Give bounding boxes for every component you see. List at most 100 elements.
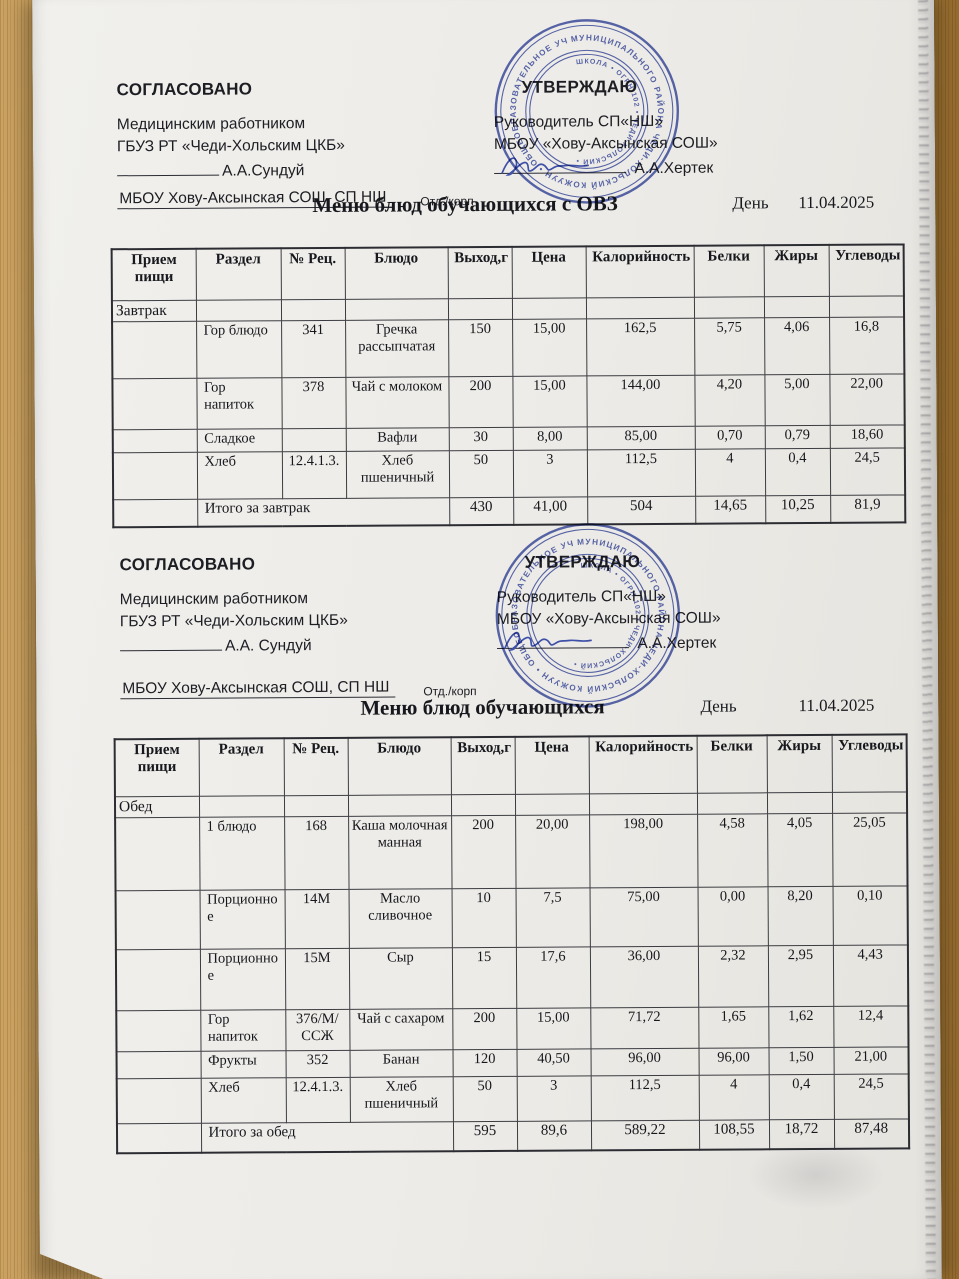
table-cell: 0,10	[833, 886, 908, 945]
table-cell	[117, 1123, 201, 1153]
agreed-line1: Медицинским работником	[116, 115, 306, 134]
table-cell: 0,00	[698, 887, 768, 946]
table-cell: Порционное	[200, 890, 285, 950]
table-row: Порционное 15М Сыр 15 17,6 36,00 2,32 2,95 4,43	[116, 945, 908, 1011]
table-cell: 89,6	[517, 1121, 591, 1151]
column-header: Прием пищи	[112, 249, 196, 301]
table-cell	[515, 794, 589, 815]
agreed-block: СОГЛАСОВАНО Медицинским работником ГБУЗ …	[117, 78, 490, 210]
table-cell: 144,00	[586, 375, 694, 427]
table-cell	[112, 321, 196, 379]
table-cell: 87,48	[834, 1119, 909, 1149]
approve-block: УТВЕРЖДАЮ Руководитель СП«НШ» МБОУ «Хову…	[496, 551, 877, 657]
column-header: Калорийность	[589, 736, 697, 794]
column-header: Блюдо	[348, 737, 451, 795]
table-cell: 25,05	[832, 813, 907, 886]
table-cell: 81,9	[830, 495, 905, 523]
table-cell: 108,55	[699, 1120, 769, 1150]
table-cell: 168	[284, 816, 348, 889]
table-row: 1 блюдо 168 Каша молочная манная 200 20,00 19…	[115, 813, 907, 891]
table-cell: 30	[449, 427, 513, 450]
table-cell: 4	[695, 449, 765, 496]
table-cell: 1,50	[769, 1047, 834, 1074]
table-row: Порционное 14М Масло сливочное 10 7,5 75,00 0,…	[116, 886, 908, 950]
table-cell: 5,75	[694, 318, 764, 375]
table-cell	[117, 1078, 201, 1124]
table-cell: Гор напиток	[200, 1010, 285, 1052]
column-header: Прием пищи	[115, 739, 199, 797]
table-cell: 96,00	[699, 1048, 769, 1075]
table-cell: 15,00	[516, 1008, 590, 1049]
table-cell	[115, 817, 199, 891]
table-cell	[697, 793, 767, 814]
round-stamp: МУНИЦИПАЛЬНОГО РАЙОНА ЧЕДИ-ХОЛЬСКИЙ КОЖУ…	[480, 508, 696, 724]
table-cell: 0,4	[769, 1074, 834, 1119]
approve-signature-line: А.А.Хертек	[494, 156, 874, 182]
table-row: Хлеб 12.4.1.3. Хлеб пшеничный 50 3 112,5 4 0,4 2…	[113, 448, 905, 500]
table-cell: 15	[452, 947, 516, 1008]
table-cell: 200	[451, 815, 515, 888]
column-header: № Рец.	[281, 248, 345, 300]
table-cell: 12.4.1.3.	[286, 1077, 350, 1122]
table-cell: 21,00	[834, 1047, 909, 1074]
table-cell: 14,65	[695, 496, 765, 524]
table-cell: 16,8	[829, 317, 904, 374]
table-cell: 352	[286, 1050, 350, 1077]
table-cell: Завтрак	[112, 300, 196, 322]
column-header: Белки	[697, 735, 767, 793]
day-label: День	[700, 696, 737, 716]
table-cell: 18,72	[769, 1119, 834, 1149]
table-cell: 10	[452, 888, 516, 947]
table-cell	[199, 796, 284, 818]
svg-text:МУНИЦИПАЛЬНОГО РАЙОНА ЧЕДИ-ХОЛ: МУНИЦИПАЛЬНОГО РАЙОНА ЧЕДИ-ХОЛЬСКИЙ КОЖУ…	[474, 0, 682, 211]
table-cell: 162,5	[586, 318, 694, 376]
agreed-block: СОГЛАСОВАНО Медицинским работником ГБУЗ …	[119, 553, 492, 700]
breakfast-menu-table: Прием пищи Раздел № Рец. Блюдо Выход,г Цена Ка…	[111, 243, 907, 528]
table-cell: 341	[281, 320, 345, 377]
menu-title-row-1: Меню блюд обучающихся с ОВЗ День 11.04.2…	[33, 189, 935, 225]
agreed-signature-line: А.А.Сундуй	[117, 158, 489, 183]
table-cell: 3	[513, 450, 587, 497]
table-row: Хлеб 12.4.1.3. Хлеб пшеничный 50 3 112,5 4 0,4 2…	[117, 1074, 909, 1124]
table-cell: 3	[517, 1076, 591, 1121]
column-header: Калорийность	[586, 246, 694, 298]
table-cell: 1 блюдо	[199, 817, 284, 891]
table-cell: 4	[699, 1075, 769, 1120]
table-cell: 2,95	[768, 945, 833, 1006]
table-cell	[348, 795, 451, 817]
table-cell: Хлеб	[201, 1078, 286, 1124]
table-cell: Сладкое	[197, 429, 282, 453]
signature-blank	[120, 636, 222, 652]
table-cell	[829, 296, 904, 317]
column-header: Жиры	[767, 735, 832, 793]
agreed-title: СОГЛАСОВАНО	[119, 554, 256, 575]
header-row: Прием пищи Раздел № Рец. Блюдо Выход,г Цена Ка…	[115, 734, 907, 796]
table-cell	[586, 297, 694, 319]
table-cell: 75,00	[590, 887, 698, 947]
table-cell: 112,5	[591, 1075, 699, 1121]
agreed-signatory: А.А.Сундуй	[222, 162, 305, 180]
table-cell: Каша молочная манная	[348, 816, 451, 890]
menu-title-row-2: Меню блюд обучающихся День 11.04.2025	[36, 692, 938, 728]
table-cell	[451, 794, 515, 815]
table-cell: 22,00	[829, 374, 904, 425]
header-row: Прием пищи Раздел № Рец. Блюдо Выход,г Цена Ка…	[112, 244, 904, 300]
round-stamp: МУНИЦИПАЛЬНОГО РАЙОНА ЧЕДИ-ХОЛЬСКИЙ КОЖУ…	[474, 0, 700, 225]
column-header: Раздел	[196, 248, 281, 300]
table-cell	[832, 792, 907, 813]
column-header: Блюдо	[345, 247, 448, 299]
column-header: Жиры	[764, 245, 829, 297]
table-cell: 10,25	[765, 495, 830, 523]
table-cell: 50	[453, 1076, 517, 1121]
table-cell: 595	[453, 1121, 517, 1151]
table-row: Гор напиток 378 Чай с молоком 200 15,00 144,0…	[112, 374, 904, 430]
table-cell: 4,05	[767, 813, 832, 886]
table-cell: 17,6	[516, 947, 590, 1008]
table-cell: 12.4.1.3.	[282, 451, 346, 498]
column-header: Выход,г	[448, 247, 512, 299]
total-label: Итого за обед	[201, 1122, 453, 1153]
table-row: Гор напиток 376/М/ССЖ Чай с сахаром 200 15,0…	[116, 1006, 908, 1052]
table-cell: 24,5	[830, 448, 905, 495]
table-cell: 7,5	[516, 888, 590, 947]
table-cell: 376/М/ССЖ	[285, 1009, 349, 1050]
